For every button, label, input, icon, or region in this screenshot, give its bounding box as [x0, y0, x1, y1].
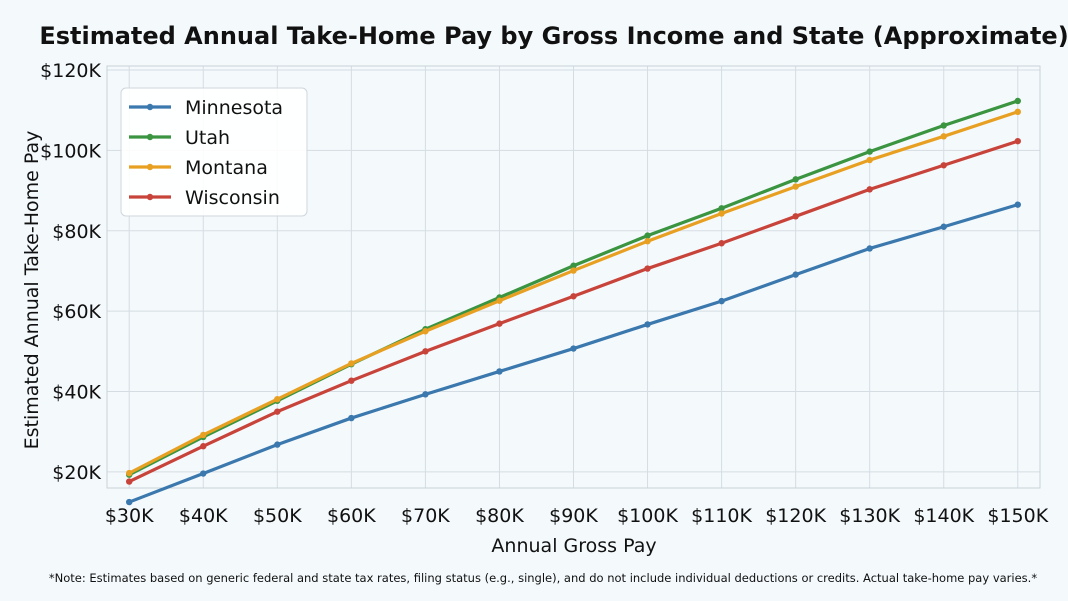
data-point-utah: [866, 148, 873, 155]
legend-marker: [146, 163, 154, 171]
data-point-minnesota: [866, 245, 873, 252]
data-point-wisconsin: [792, 213, 799, 220]
data-point-wisconsin: [200, 443, 207, 450]
data-point-montana: [1014, 108, 1021, 116]
legend-item-montana: Montana: [129, 157, 268, 179]
data-point-wisconsin: [496, 320, 503, 327]
data-point-utah: [940, 122, 947, 129]
axes: $30K $40K $50K $60K $70K $80K $90K $100K $110K $1…: [40, 60, 1049, 527]
data-point-minnesota: [1014, 201, 1021, 208]
legend-marker: [146, 133, 154, 141]
data-point-minnesota: [274, 441, 281, 448]
data-point-wisconsin: [570, 293, 577, 300]
data-point-minnesota: [644, 321, 651, 328]
data-point-minnesota: [126, 498, 133, 506]
data-point-wisconsin: [1014, 137, 1021, 145]
data-point-wisconsin: [718, 240, 725, 247]
y-tick-label: $80K: [52, 221, 101, 243]
x-tick-label: $130K: [839, 505, 900, 527]
data-point-minnesota: [940, 223, 947, 230]
x-axis-label: Annual Gross Pay: [491, 535, 656, 557]
data-point-wisconsin: [348, 377, 355, 384]
data-point-montana: [126, 469, 133, 477]
y-tick-label: $60K: [52, 301, 101, 323]
legend-label: Utah: [185, 127, 230, 149]
data-point-utah: [644, 232, 651, 239]
legend-item-utah: Utah: [129, 127, 230, 149]
x-tick-label: $60K: [327, 505, 376, 527]
x-tick-label: $110K: [691, 505, 752, 527]
data-point-minnesota: [792, 271, 799, 278]
x-tick-label: $150K: [987, 505, 1048, 527]
y-axis-label: Estimated Annual Take-Home Pay: [21, 131, 43, 450]
data-point-minnesota: [422, 391, 429, 398]
plot-frame: [106, 65, 1041, 489]
footnote: *Note: Estimates based on generic federa…: [49, 571, 1037, 585]
series-group: [126, 97, 1021, 506]
data-point-montana: [792, 183, 799, 190]
data-point-utah: [1014, 97, 1021, 105]
data-point-minnesota: [200, 470, 207, 477]
x-tick-label: $70K: [401, 505, 450, 527]
x-tick-label: $50K: [253, 505, 302, 527]
data-point-minnesota: [718, 297, 725, 305]
y-tick-label: $120K: [40, 60, 101, 82]
data-point-montana: [200, 431, 207, 439]
data-point-wisconsin: [644, 265, 651, 272]
data-point-minnesota: [348, 414, 355, 422]
legend-label: Montana: [185, 157, 268, 179]
legend-box: [120, 87, 308, 217]
legend-item-wisconsin: Wisconsin: [129, 187, 280, 209]
data-point-montana: [570, 267, 577, 274]
y-tick-label: $100K: [40, 140, 101, 162]
data-point-montana: [422, 328, 429, 335]
chart-title: Estimated Annual Take-Home Pay by Gross …: [39, 22, 1068, 50]
data-point-montana: [348, 360, 355, 367]
data-point-montana: [644, 238, 651, 245]
legend-label: Minnesota: [185, 97, 283, 119]
data-point-montana: [866, 156, 873, 164]
x-tick-label: $40K: [179, 505, 228, 527]
x-tick-label: $30K: [105, 505, 154, 527]
data-point-wisconsin: [940, 162, 947, 169]
data-point-montana: [274, 395, 281, 403]
data-point-utah: [718, 205, 725, 212]
y-tick-label: $40K: [52, 382, 101, 404]
data-point-utah: [570, 262, 577, 269]
data-point-wisconsin: [866, 186, 873, 193]
data-point-wisconsin: [126, 478, 133, 485]
legend-marker: [146, 193, 154, 201]
data-point-montana: [940, 133, 947, 140]
data-point-wisconsin: [422, 348, 429, 355]
data-point-montana: [718, 210, 725, 217]
x-tick-label: $90K: [549, 505, 598, 527]
x-tick-label: $80K: [475, 505, 524, 527]
x-tick-label: $100K: [617, 505, 678, 527]
series-wisconsin: [126, 137, 1021, 485]
data-point-wisconsin: [274, 408, 281, 415]
y-tick-label: $20K: [52, 462, 101, 484]
legend-marker: [146, 103, 154, 111]
data-point-montana: [496, 297, 503, 304]
legend-item-minnesota: Minnesota: [129, 97, 283, 119]
legend-label: Wisconsin: [185, 187, 280, 209]
data-point-utah: [792, 176, 799, 183]
series-minnesota: [126, 201, 1021, 506]
x-tick-label: $140K: [913, 505, 974, 527]
data-point-minnesota: [496, 368, 503, 375]
legend: Minnesota Utah Montana Wisconsin: [120, 87, 308, 217]
x-tick-label: $120K: [765, 505, 826, 527]
series-montana: [126, 108, 1021, 477]
data-point-minnesota: [570, 345, 577, 352]
